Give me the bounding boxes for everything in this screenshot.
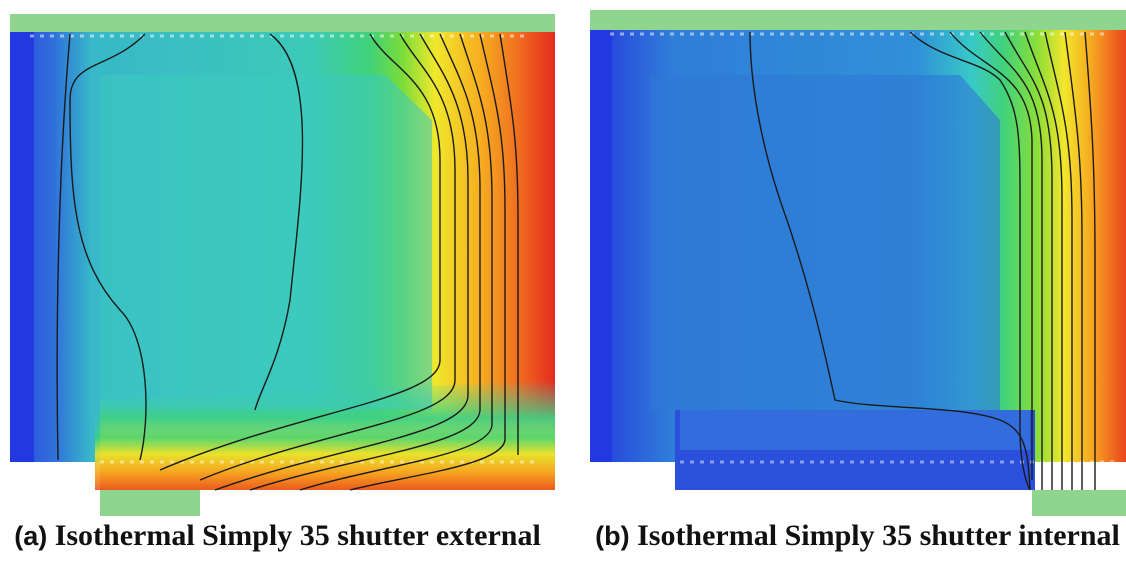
bottom-sill-light bbox=[680, 410, 1030, 450]
bottom-frame-bar bbox=[1032, 490, 1126, 516]
shutter-cavity bbox=[650, 75, 1000, 410]
caption-b-text: Isothermal Simply 35 shutter internal bbox=[637, 519, 1120, 552]
isolines-b bbox=[749, 31, 1096, 491]
caption-b: (b) Isothermal Simply 35 shutter interna… bbox=[580, 518, 1126, 554]
bottom-sill bbox=[95, 410, 555, 490]
isotherm-plot-b bbox=[590, 10, 1126, 516]
panel-a: (a) Isothermal Simply 35 shutter externa… bbox=[0, 0, 555, 566]
caption-a-tag: (a) bbox=[14, 521, 48, 551]
cold-edge bbox=[590, 30, 612, 462]
cold-edge bbox=[10, 32, 34, 462]
top-frame-bar bbox=[590, 10, 1126, 30]
caption-b-tag: (b) bbox=[595, 521, 630, 551]
panel-b: (b) Isothermal Simply 35 shutter interna… bbox=[580, 0, 1126, 566]
bottom-frame-bar bbox=[100, 490, 200, 516]
isolines-a bbox=[56, 33, 519, 491]
shutter-cavity bbox=[70, 75, 432, 410]
caption-a: (a) Isothermal Simply 35 shutter externa… bbox=[0, 518, 555, 554]
isotherm-plot-a bbox=[10, 14, 555, 516]
caption-a-text: Isothermal Simply 35 shutter external bbox=[54, 519, 541, 552]
top-frame-bar bbox=[10, 14, 555, 32]
